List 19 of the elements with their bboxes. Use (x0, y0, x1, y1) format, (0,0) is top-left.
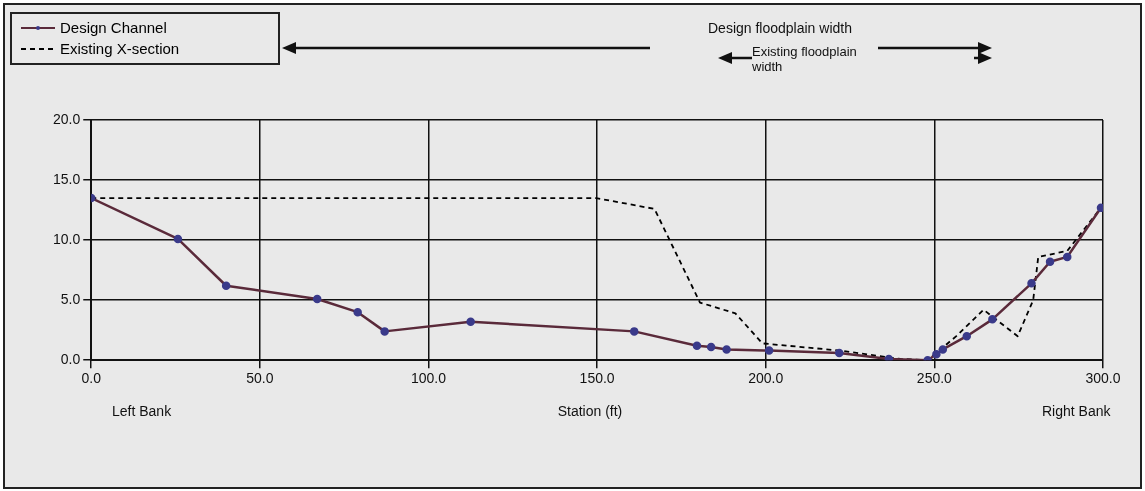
y-tick-label: 5.0 (60, 291, 81, 308)
text: Right Bank (1042, 403, 1111, 419)
text: Design floodplain width (708, 20, 852, 36)
x-tick-label: 150.0 (579, 370, 615, 387)
y-tick-label: 15.0 (53, 170, 81, 187)
text: Left Bank (112, 403, 172, 419)
x-tick-label: 300.0 (1085, 370, 1121, 387)
y-tick-label: 10.0 (53, 230, 81, 247)
x-tick-label: 250.0 (916, 370, 953, 387)
legend-label: Existing X-section (60, 40, 180, 57)
legend-label: Design Channel (60, 19, 167, 36)
y-tick-label: 20.0 (53, 110, 81, 127)
x-tick-label: 50.0 (246, 370, 274, 387)
y-tick-label: 0.0 (60, 351, 81, 368)
text: Existing floodplain width (752, 44, 858, 74)
x-tick-label: 100.0 (410, 370, 447, 387)
x-axis-title: Station (ft) (557, 403, 623, 419)
x-tick-label: 0.0 (81, 370, 102, 387)
x-tick-label: 200.0 (748, 370, 784, 387)
